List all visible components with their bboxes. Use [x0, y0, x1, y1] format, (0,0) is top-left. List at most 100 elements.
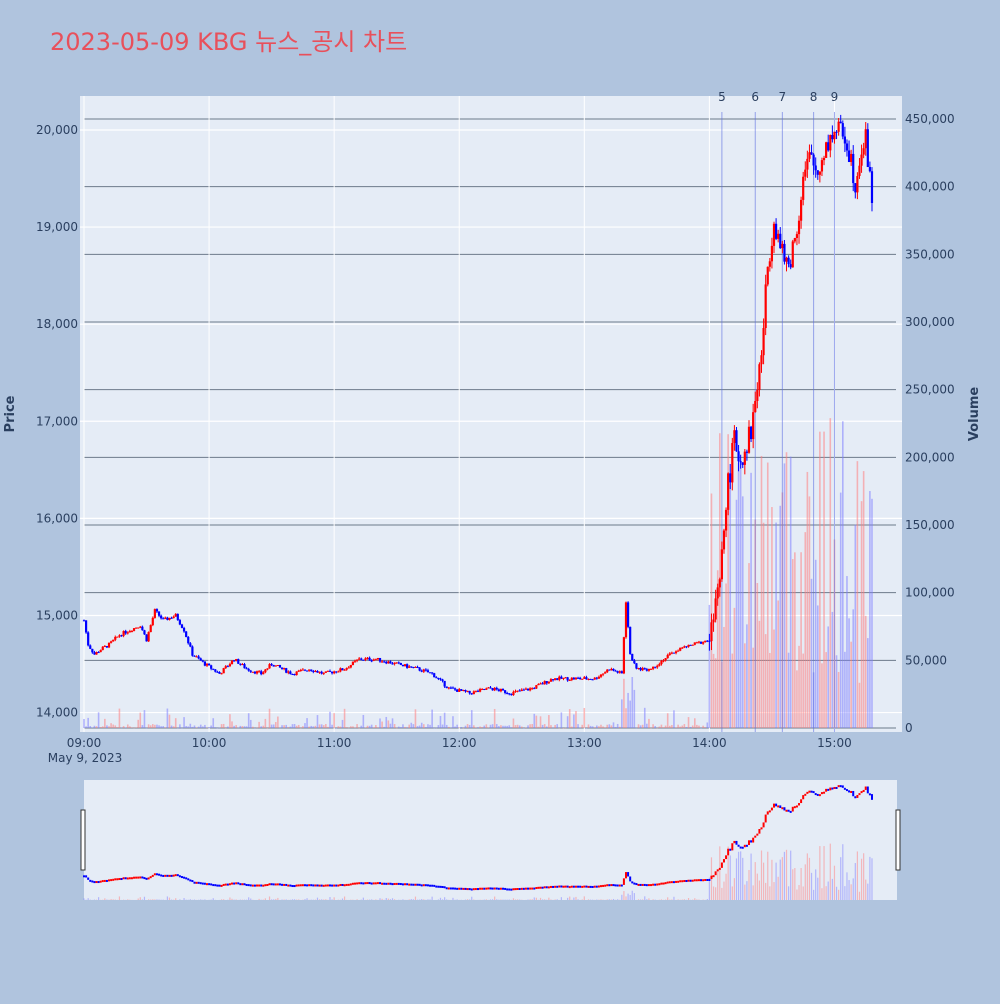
range-slider-candle [842, 785, 844, 787]
volume-bar [838, 672, 840, 728]
volume-bar [486, 724, 488, 728]
range-slider-candle [469, 888, 471, 890]
candle-body [148, 632, 150, 641]
candle-body [189, 643, 191, 646]
volume-bar [867, 638, 869, 728]
candle-body [687, 645, 689, 647]
range-slider-candle [831, 788, 833, 790]
candle-body [379, 658, 381, 662]
volume-bar [296, 726, 298, 728]
range-slider-volume-bar [530, 899, 531, 900]
range-slider-candle [185, 877, 187, 879]
volume-bar [771, 507, 773, 728]
range-slider-candle [602, 885, 604, 887]
candle-body [306, 671, 308, 672]
candle-body [760, 355, 762, 364]
range-slider-candle [685, 880, 687, 882]
range-slider-candle [852, 791, 854, 796]
volume-bar [273, 724, 275, 728]
candle-body [706, 641, 708, 642]
candle-body [95, 652, 97, 655]
price-tick-label: 14,000 [36, 706, 78, 720]
range-slider-candle [383, 883, 385, 885]
candle-body [225, 666, 227, 668]
range-slider-candle [104, 880, 106, 882]
volume-bar [375, 725, 377, 728]
volume-bar [600, 725, 602, 728]
range-slider-candle [275, 883, 277, 885]
volume-bar [546, 727, 548, 728]
volume-bar [775, 523, 777, 728]
candle-body [300, 670, 302, 671]
candle-body [542, 683, 544, 684]
candle-body [283, 668, 285, 669]
candle-body [737, 451, 739, 461]
range-slider-candle [550, 886, 552, 888]
range-slider-volume-bar [411, 899, 412, 900]
volume-bar [815, 560, 817, 728]
candle-body [137, 627, 139, 628]
range-slider-candle [392, 883, 394, 885]
candle-body [564, 677, 566, 678]
range-slider-candle [248, 884, 250, 886]
range-slider-candle [158, 874, 160, 876]
volume-bar [859, 683, 861, 728]
range-slider-candle [723, 859, 725, 862]
range-slider-candle [100, 881, 102, 883]
range-slider-volume-bar [544, 899, 545, 900]
range-slider-candle [291, 885, 293, 887]
range-slider-volume-bar [277, 898, 278, 900]
volume-bar [454, 727, 456, 728]
range-slider-volume-bar [730, 855, 731, 900]
range-slider-candle [548, 886, 550, 888]
candle-body [535, 685, 537, 688]
range-slider-candle [625, 872, 627, 878]
candle-body [346, 668, 348, 670]
volume-bar [169, 715, 171, 728]
candle-body [83, 620, 85, 621]
range-slider-candle [663, 883, 665, 885]
volume-bar [492, 724, 494, 728]
range-slider-candle [708, 879, 710, 881]
volume-bar [855, 525, 857, 728]
volume-bar [431, 710, 433, 728]
range-slider-candle [590, 886, 592, 888]
volume-bar [790, 457, 792, 728]
volume-bar [440, 716, 442, 728]
volume-bar [267, 728, 269, 729]
range-slider-volume-bar [807, 853, 808, 900]
chart-title: 2023-05-09 KBG 뉴스_공시 차트 [50, 28, 407, 56]
candle-body [491, 688, 493, 690]
candle-body [458, 689, 460, 692]
range-slider-left-handle[interactable] [81, 810, 85, 870]
range-slider-candle [517, 888, 519, 890]
volume-bar [744, 643, 746, 728]
range-slider-volume-bar [388, 899, 389, 900]
candle-body [360, 658, 362, 659]
range-slider-volume-bar [490, 899, 491, 900]
volume-bar [529, 724, 531, 728]
volume-bar [260, 726, 262, 728]
volume-bar [219, 728, 221, 729]
candle-body [439, 679, 441, 680]
volume-bar [217, 728, 219, 729]
volume-bar [410, 723, 412, 728]
range-slider-candle [519, 888, 521, 890]
candle-body [494, 688, 496, 690]
candle-body [135, 628, 137, 629]
range-slider-volume-bar [761, 850, 762, 900]
range-slider-candle [87, 877, 89, 879]
range-slider-volume-bar [859, 892, 860, 900]
candle-body [141, 627, 143, 631]
range-slider-candle [498, 888, 500, 890]
volume-bar [594, 727, 596, 728]
range-slider-candle [646, 884, 648, 886]
range-slider-right-handle[interactable] [896, 810, 900, 870]
volume-bar [344, 709, 346, 728]
range-slider-candle [323, 885, 325, 887]
volume-bar [613, 722, 615, 728]
volume-bar [483, 726, 485, 728]
candle-body [191, 647, 193, 656]
volume-bar [502, 726, 504, 728]
range-slider-candle [308, 884, 310, 886]
